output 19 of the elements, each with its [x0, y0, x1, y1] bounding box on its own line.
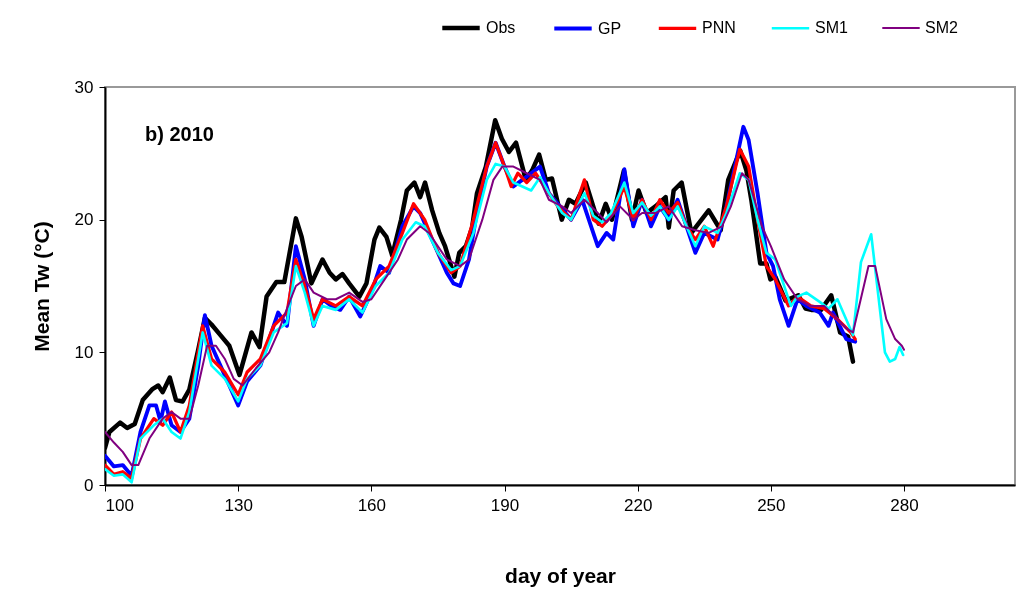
- legend-label: GP: [598, 19, 622, 37]
- x-tick-label: 190: [490, 495, 520, 515]
- x-tick-label: 100: [105, 495, 134, 515]
- legend-label: SM1: [815, 19, 848, 37]
- x-tick-label: 250: [757, 495, 786, 515]
- annotation: b) 2010: [145, 123, 214, 145]
- x-axis-title: day of year: [505, 563, 616, 587]
- x-tick-label: 220: [624, 495, 653, 515]
- x-tick-label: 160: [357, 495, 387, 515]
- y-tick-label: 20: [74, 210, 94, 230]
- y-tick-label: 30: [74, 77, 94, 97]
- legend-label: SM2: [925, 19, 958, 36]
- x-tick-label: 280: [890, 495, 919, 515]
- y-tick-label: 0: [84, 475, 94, 495]
- x-tick-label: 130: [224, 495, 253, 515]
- legend-label: Obs: [486, 19, 516, 36]
- y-tick-label: 10: [74, 342, 94, 362]
- legend-label: PNN: [702, 19, 736, 37]
- y-axis-title: Mean Tw (°C): [29, 221, 53, 352]
